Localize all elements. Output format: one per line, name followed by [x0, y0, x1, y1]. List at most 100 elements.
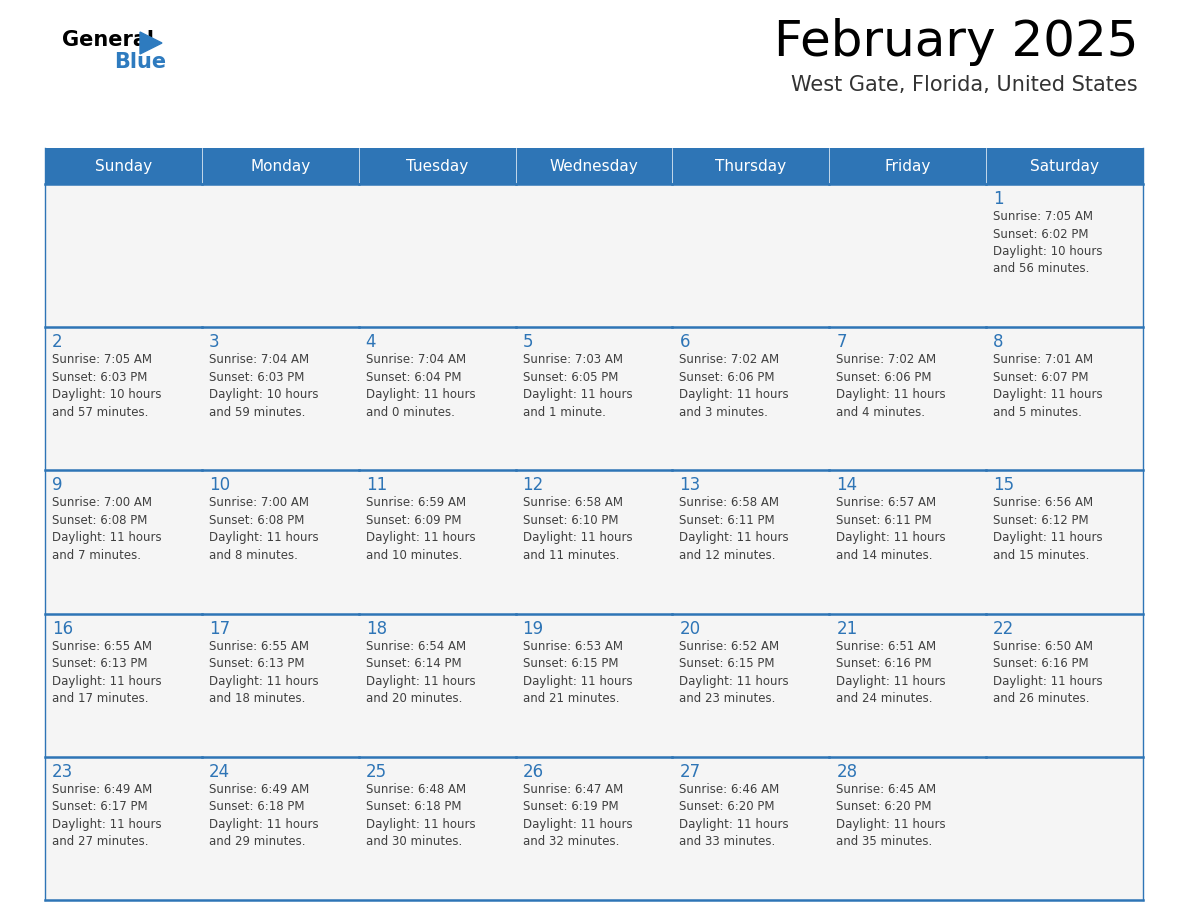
Text: Sunrise: 7:05 AM
Sunset: 6:03 PM
Daylight: 10 hours
and 57 minutes.: Sunrise: 7:05 AM Sunset: 6:03 PM Dayligh… [52, 353, 162, 419]
Bar [829, 756, 986, 900]
Bar [829, 470, 986, 613]
Bar [516, 327, 672, 470]
Bar [986, 756, 1143, 900]
Text: 5: 5 [523, 333, 533, 352]
Bar [202, 613, 359, 756]
Text: Sunrise: 6:59 AM
Sunset: 6:09 PM
Daylight: 11 hours
and 10 minutes.: Sunrise: 6:59 AM Sunset: 6:09 PM Dayligh… [366, 497, 475, 562]
Text: 27: 27 [680, 763, 701, 781]
Bar [45, 148, 202, 184]
Text: Sunrise: 6:48 AM
Sunset: 6:18 PM
Daylight: 11 hours
and 30 minutes.: Sunrise: 6:48 AM Sunset: 6:18 PM Dayligh… [366, 783, 475, 848]
Bar [45, 327, 202, 470]
Text: Sunrise: 7:00 AM
Sunset: 6:08 PM
Daylight: 11 hours
and 8 minutes.: Sunrise: 7:00 AM Sunset: 6:08 PM Dayligh… [209, 497, 318, 562]
Text: Sunrise: 6:50 AM
Sunset: 6:16 PM
Daylight: 11 hours
and 26 minutes.: Sunrise: 6:50 AM Sunset: 6:16 PM Dayligh… [993, 640, 1102, 705]
Text: Sunrise: 7:00 AM
Sunset: 6:08 PM
Daylight: 11 hours
and 7 minutes.: Sunrise: 7:00 AM Sunset: 6:08 PM Dayligh… [52, 497, 162, 562]
Bar [516, 756, 672, 900]
Text: 15: 15 [993, 476, 1015, 495]
Text: Blue: Blue [114, 52, 166, 72]
Bar [829, 327, 986, 470]
Bar [359, 148, 516, 184]
Text: 23: 23 [52, 763, 74, 781]
Text: Wednesday: Wednesday [550, 159, 638, 174]
Text: Sunrise: 6:49 AM
Sunset: 6:18 PM
Daylight: 11 hours
and 29 minutes.: Sunrise: 6:49 AM Sunset: 6:18 PM Dayligh… [209, 783, 318, 848]
Bar [45, 470, 202, 613]
Text: February 2025: February 2025 [773, 18, 1138, 66]
Text: Sunrise: 7:04 AM
Sunset: 6:04 PM
Daylight: 11 hours
and 0 minutes.: Sunrise: 7:04 AM Sunset: 6:04 PM Dayligh… [366, 353, 475, 419]
Text: Sunrise: 6:46 AM
Sunset: 6:20 PM
Daylight: 11 hours
and 33 minutes.: Sunrise: 6:46 AM Sunset: 6:20 PM Dayligh… [680, 783, 789, 848]
Bar [359, 327, 516, 470]
Bar [202, 327, 359, 470]
Text: 8: 8 [993, 333, 1004, 352]
Text: Sunrise: 7:02 AM
Sunset: 6:06 PM
Daylight: 11 hours
and 4 minutes.: Sunrise: 7:02 AM Sunset: 6:06 PM Dayligh… [836, 353, 946, 419]
Text: 26: 26 [523, 763, 544, 781]
Text: Sunrise: 6:51 AM
Sunset: 6:16 PM
Daylight: 11 hours
and 24 minutes.: Sunrise: 6:51 AM Sunset: 6:16 PM Dayligh… [836, 640, 946, 705]
Text: Sunrise: 6:53 AM
Sunset: 6:15 PM
Daylight: 11 hours
and 21 minutes.: Sunrise: 6:53 AM Sunset: 6:15 PM Dayligh… [523, 640, 632, 705]
Text: 16: 16 [52, 620, 74, 638]
Bar [672, 613, 829, 756]
Text: 28: 28 [836, 763, 858, 781]
Text: 20: 20 [680, 620, 701, 638]
Bar [986, 470, 1143, 613]
Bar [516, 148, 672, 184]
Text: 19: 19 [523, 620, 544, 638]
Bar [986, 148, 1143, 184]
Text: Saturday: Saturday [1030, 159, 1099, 174]
Bar [829, 148, 986, 184]
Text: 3: 3 [209, 333, 220, 352]
Bar [986, 184, 1143, 327]
Bar [672, 327, 829, 470]
Text: 24: 24 [209, 763, 230, 781]
Bar [45, 184, 202, 327]
Text: Sunrise: 6:49 AM
Sunset: 6:17 PM
Daylight: 11 hours
and 27 minutes.: Sunrise: 6:49 AM Sunset: 6:17 PM Dayligh… [52, 783, 162, 848]
Text: Thursday: Thursday [715, 159, 786, 174]
Text: 11: 11 [366, 476, 387, 495]
Text: 25: 25 [366, 763, 387, 781]
Text: 6: 6 [680, 333, 690, 352]
Bar [202, 184, 359, 327]
Text: Sunrise: 6:52 AM
Sunset: 6:15 PM
Daylight: 11 hours
and 23 minutes.: Sunrise: 6:52 AM Sunset: 6:15 PM Dayligh… [680, 640, 789, 705]
Bar [45, 613, 202, 756]
Bar [359, 184, 516, 327]
Text: 7: 7 [836, 333, 847, 352]
Bar [986, 613, 1143, 756]
Bar [359, 470, 516, 613]
Bar [672, 470, 829, 613]
Text: 21: 21 [836, 620, 858, 638]
Bar [516, 470, 672, 613]
Text: 13: 13 [680, 476, 701, 495]
Text: 17: 17 [209, 620, 230, 638]
Text: Sunrise: 6:47 AM
Sunset: 6:19 PM
Daylight: 11 hours
and 32 minutes.: Sunrise: 6:47 AM Sunset: 6:19 PM Dayligh… [523, 783, 632, 848]
Text: Sunrise: 6:56 AM
Sunset: 6:12 PM
Daylight: 11 hours
and 15 minutes.: Sunrise: 6:56 AM Sunset: 6:12 PM Dayligh… [993, 497, 1102, 562]
Text: 22: 22 [993, 620, 1015, 638]
Text: Sunrise: 6:54 AM
Sunset: 6:14 PM
Daylight: 11 hours
and 20 minutes.: Sunrise: 6:54 AM Sunset: 6:14 PM Dayligh… [366, 640, 475, 705]
Text: Sunrise: 7:05 AM
Sunset: 6:02 PM
Daylight: 10 hours
and 56 minutes.: Sunrise: 7:05 AM Sunset: 6:02 PM Dayligh… [993, 210, 1102, 275]
Text: Sunrise: 6:55 AM
Sunset: 6:13 PM
Daylight: 11 hours
and 17 minutes.: Sunrise: 6:55 AM Sunset: 6:13 PM Dayligh… [52, 640, 162, 705]
Bar [516, 613, 672, 756]
Text: Sunrise: 6:45 AM
Sunset: 6:20 PM
Daylight: 11 hours
and 35 minutes.: Sunrise: 6:45 AM Sunset: 6:20 PM Dayligh… [836, 783, 946, 848]
Text: West Gate, Florida, United States: West Gate, Florida, United States [791, 75, 1138, 95]
Polygon shape [140, 32, 162, 54]
Text: 9: 9 [52, 476, 63, 495]
Text: Friday: Friday [885, 159, 931, 174]
Bar [202, 148, 359, 184]
Text: 14: 14 [836, 476, 858, 495]
Bar [672, 756, 829, 900]
Text: General: General [62, 30, 154, 50]
Text: Sunrise: 7:01 AM
Sunset: 6:07 PM
Daylight: 11 hours
and 5 minutes.: Sunrise: 7:01 AM Sunset: 6:07 PM Dayligh… [993, 353, 1102, 419]
Bar [672, 148, 829, 184]
Bar [672, 184, 829, 327]
Text: 1: 1 [993, 190, 1004, 208]
Bar [986, 327, 1143, 470]
Text: Sunrise: 7:02 AM
Sunset: 6:06 PM
Daylight: 11 hours
and 3 minutes.: Sunrise: 7:02 AM Sunset: 6:06 PM Dayligh… [680, 353, 789, 419]
Bar [829, 613, 986, 756]
Text: 4: 4 [366, 333, 377, 352]
Text: Sunrise: 6:55 AM
Sunset: 6:13 PM
Daylight: 11 hours
and 18 minutes.: Sunrise: 6:55 AM Sunset: 6:13 PM Dayligh… [209, 640, 318, 705]
Text: 10: 10 [209, 476, 230, 495]
Bar [45, 756, 202, 900]
Text: 12: 12 [523, 476, 544, 495]
Bar [202, 756, 359, 900]
Bar [829, 184, 986, 327]
Text: Monday: Monday [251, 159, 310, 174]
Text: Sunrise: 7:04 AM
Sunset: 6:03 PM
Daylight: 10 hours
and 59 minutes.: Sunrise: 7:04 AM Sunset: 6:03 PM Dayligh… [209, 353, 318, 419]
Text: Sunrise: 6:57 AM
Sunset: 6:11 PM
Daylight: 11 hours
and 14 minutes.: Sunrise: 6:57 AM Sunset: 6:11 PM Dayligh… [836, 497, 946, 562]
Text: Sunrise: 6:58 AM
Sunset: 6:11 PM
Daylight: 11 hours
and 12 minutes.: Sunrise: 6:58 AM Sunset: 6:11 PM Dayligh… [680, 497, 789, 562]
